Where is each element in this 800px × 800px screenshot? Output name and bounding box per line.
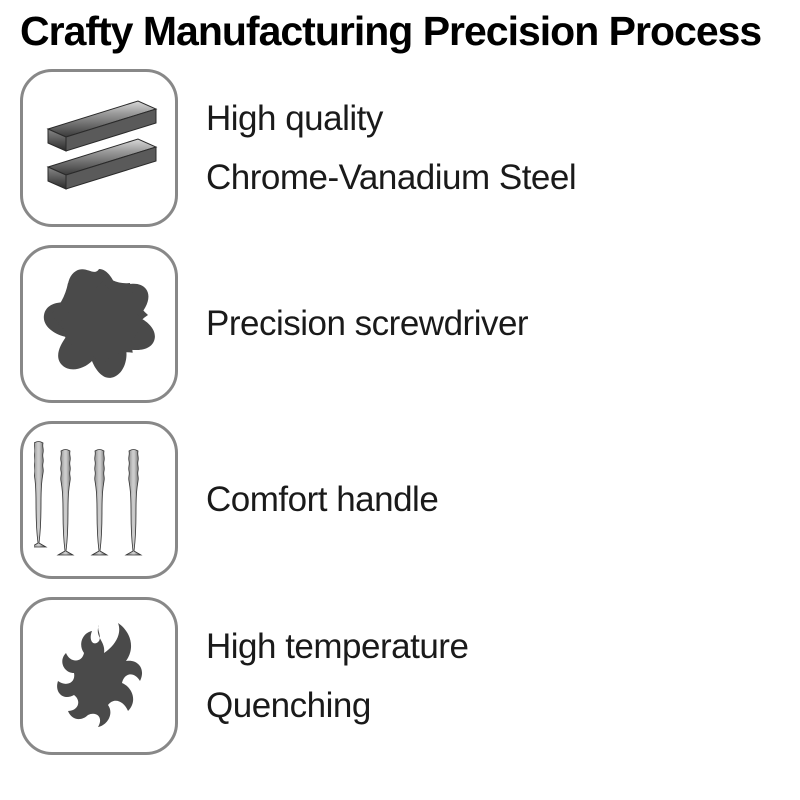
page-title: Crafty Manufacturing Precision Process [20,8,780,55]
label-line-1: High quality [206,89,576,149]
label-line-1: Precision screwdriver [206,294,528,354]
icon-box [20,421,178,579]
icon-box [20,69,178,227]
label-line-2: Quenching [206,676,468,736]
label-line-1: Comfort handle [206,470,438,530]
feature-label: High quality Chrome-Vanadium Steel [206,89,576,208]
torx-star-icon [34,259,164,389]
feature-row-steel: High quality Chrome-Vanadium Steel [20,69,780,227]
flame-icon [34,611,164,741]
feature-label: Comfort handle [206,470,438,530]
feature-label: Precision screwdriver [206,294,528,354]
feature-row-handle: Comfort handle [20,421,780,579]
feature-row-quenching: High temperature Quenching [20,597,780,755]
handles-icon [34,435,164,565]
feature-row-screwdriver: Precision screwdriver [20,245,780,403]
label-line-2: Chrome-Vanadium Steel [206,148,576,208]
label-line-1: High temperature [206,617,468,677]
icon-box [20,245,178,403]
feature-label: High temperature Quenching [206,617,468,736]
icon-box [20,597,178,755]
steel-bars-icon [34,83,164,213]
